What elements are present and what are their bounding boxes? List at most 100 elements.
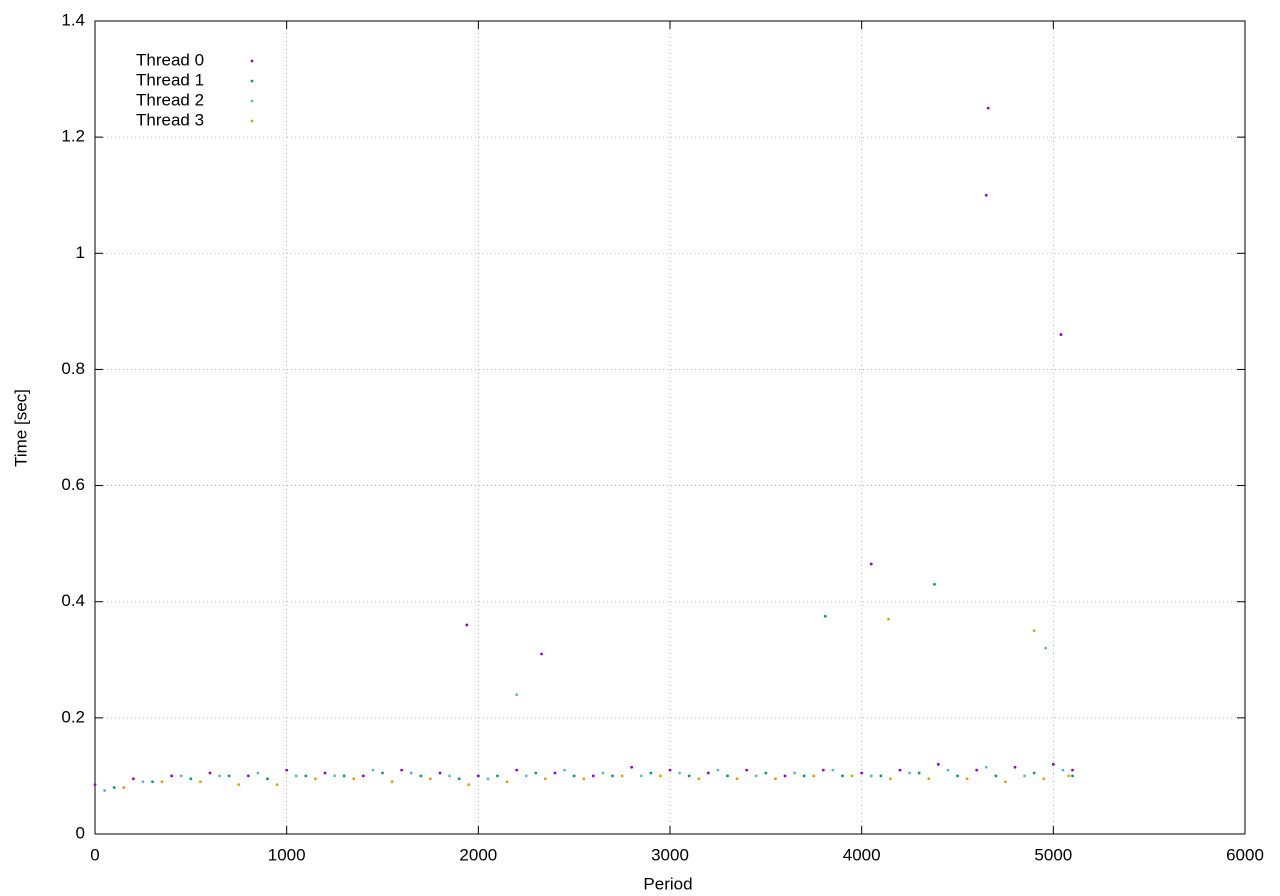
plot-frame bbox=[94, 20, 1246, 835]
point bbox=[179, 774, 183, 778]
point bbox=[256, 771, 260, 775]
point bbox=[314, 777, 317, 781]
point bbox=[323, 771, 327, 775]
point bbox=[582, 777, 586, 781]
point bbox=[457, 777, 461, 781]
point bbox=[467, 783, 471, 787]
point bbox=[802, 774, 806, 778]
point bbox=[879, 774, 883, 778]
point bbox=[659, 774, 662, 778]
point bbox=[869, 562, 873, 566]
point bbox=[381, 771, 384, 775]
point bbox=[390, 780, 394, 784]
point bbox=[793, 771, 796, 775]
point bbox=[821, 768, 825, 772]
point bbox=[917, 771, 921, 775]
y-tick-label: 0 bbox=[76, 823, 85, 842]
point bbox=[266, 777, 269, 781]
y-tick-label: 0.4 bbox=[61, 591, 85, 610]
point bbox=[505, 780, 509, 784]
point bbox=[908, 771, 911, 775]
point bbox=[687, 774, 691, 778]
point bbox=[448, 774, 451, 778]
point bbox=[515, 693, 519, 697]
x-tick-label: 6000 bbox=[1226, 845, 1264, 864]
point bbox=[783, 774, 787, 778]
point bbox=[419, 774, 423, 778]
point bbox=[540, 652, 543, 656]
point bbox=[486, 777, 490, 781]
point bbox=[1061, 768, 1065, 772]
point bbox=[706, 771, 710, 775]
point bbox=[342, 774, 346, 778]
point bbox=[956, 774, 959, 778]
point bbox=[1051, 762, 1055, 766]
point bbox=[304, 774, 308, 778]
legend-label: Thread 3 bbox=[136, 110, 204, 129]
point bbox=[429, 777, 432, 781]
y-tick-label: 1 bbox=[76, 243, 85, 262]
point bbox=[986, 106, 990, 110]
point bbox=[975, 768, 979, 772]
point bbox=[112, 786, 116, 789]
point bbox=[620, 774, 624, 778]
point bbox=[151, 780, 154, 784]
point bbox=[678, 771, 681, 775]
point bbox=[745, 768, 749, 772]
point bbox=[994, 774, 998, 778]
point bbox=[591, 774, 595, 778]
legend-label: Thread 2 bbox=[136, 90, 204, 109]
point bbox=[630, 765, 634, 769]
point bbox=[1023, 774, 1026, 778]
point bbox=[726, 774, 729, 778]
x-tick-label: 0 bbox=[90, 845, 99, 864]
point bbox=[285, 768, 289, 772]
point bbox=[984, 193, 988, 197]
point bbox=[476, 774, 480, 778]
point bbox=[697, 777, 701, 781]
point bbox=[208, 771, 212, 775]
point bbox=[227, 774, 231, 778]
point bbox=[611, 774, 614, 778]
point bbox=[735, 777, 739, 781]
point bbox=[141, 780, 145, 784]
legend-marker bbox=[250, 79, 254, 83]
point bbox=[199, 780, 202, 784]
point bbox=[812, 774, 816, 778]
x-tick-label: 5000 bbox=[1034, 845, 1072, 864]
point bbox=[1059, 333, 1063, 336]
point bbox=[965, 777, 969, 781]
y-tick-label: 1.4 bbox=[61, 10, 85, 29]
point bbox=[649, 771, 653, 775]
point bbox=[946, 768, 950, 772]
point bbox=[131, 777, 135, 781]
point bbox=[93, 783, 97, 787]
point bbox=[371, 768, 375, 772]
y-tick-label: 0.8 bbox=[61, 359, 85, 378]
point bbox=[275, 783, 279, 787]
point bbox=[496, 774, 499, 778]
point bbox=[716, 768, 720, 772]
point bbox=[889, 777, 892, 781]
point bbox=[361, 774, 365, 778]
y-tick-label: 1.2 bbox=[61, 127, 85, 146]
x-tick-label: 4000 bbox=[843, 845, 881, 864]
point bbox=[553, 771, 557, 775]
point bbox=[218, 774, 221, 778]
point bbox=[1044, 646, 1048, 650]
point bbox=[1071, 768, 1074, 772]
point bbox=[294, 774, 298, 778]
point bbox=[933, 582, 936, 586]
legend-marker bbox=[250, 119, 254, 123]
point bbox=[122, 786, 126, 789]
legend-label: Thread 1 bbox=[136, 70, 204, 89]
point bbox=[639, 774, 643, 778]
point bbox=[860, 771, 864, 775]
point bbox=[831, 768, 835, 772]
point bbox=[887, 617, 890, 621]
point bbox=[898, 768, 902, 772]
point bbox=[869, 774, 873, 778]
point bbox=[1071, 774, 1074, 778]
point bbox=[984, 765, 988, 769]
